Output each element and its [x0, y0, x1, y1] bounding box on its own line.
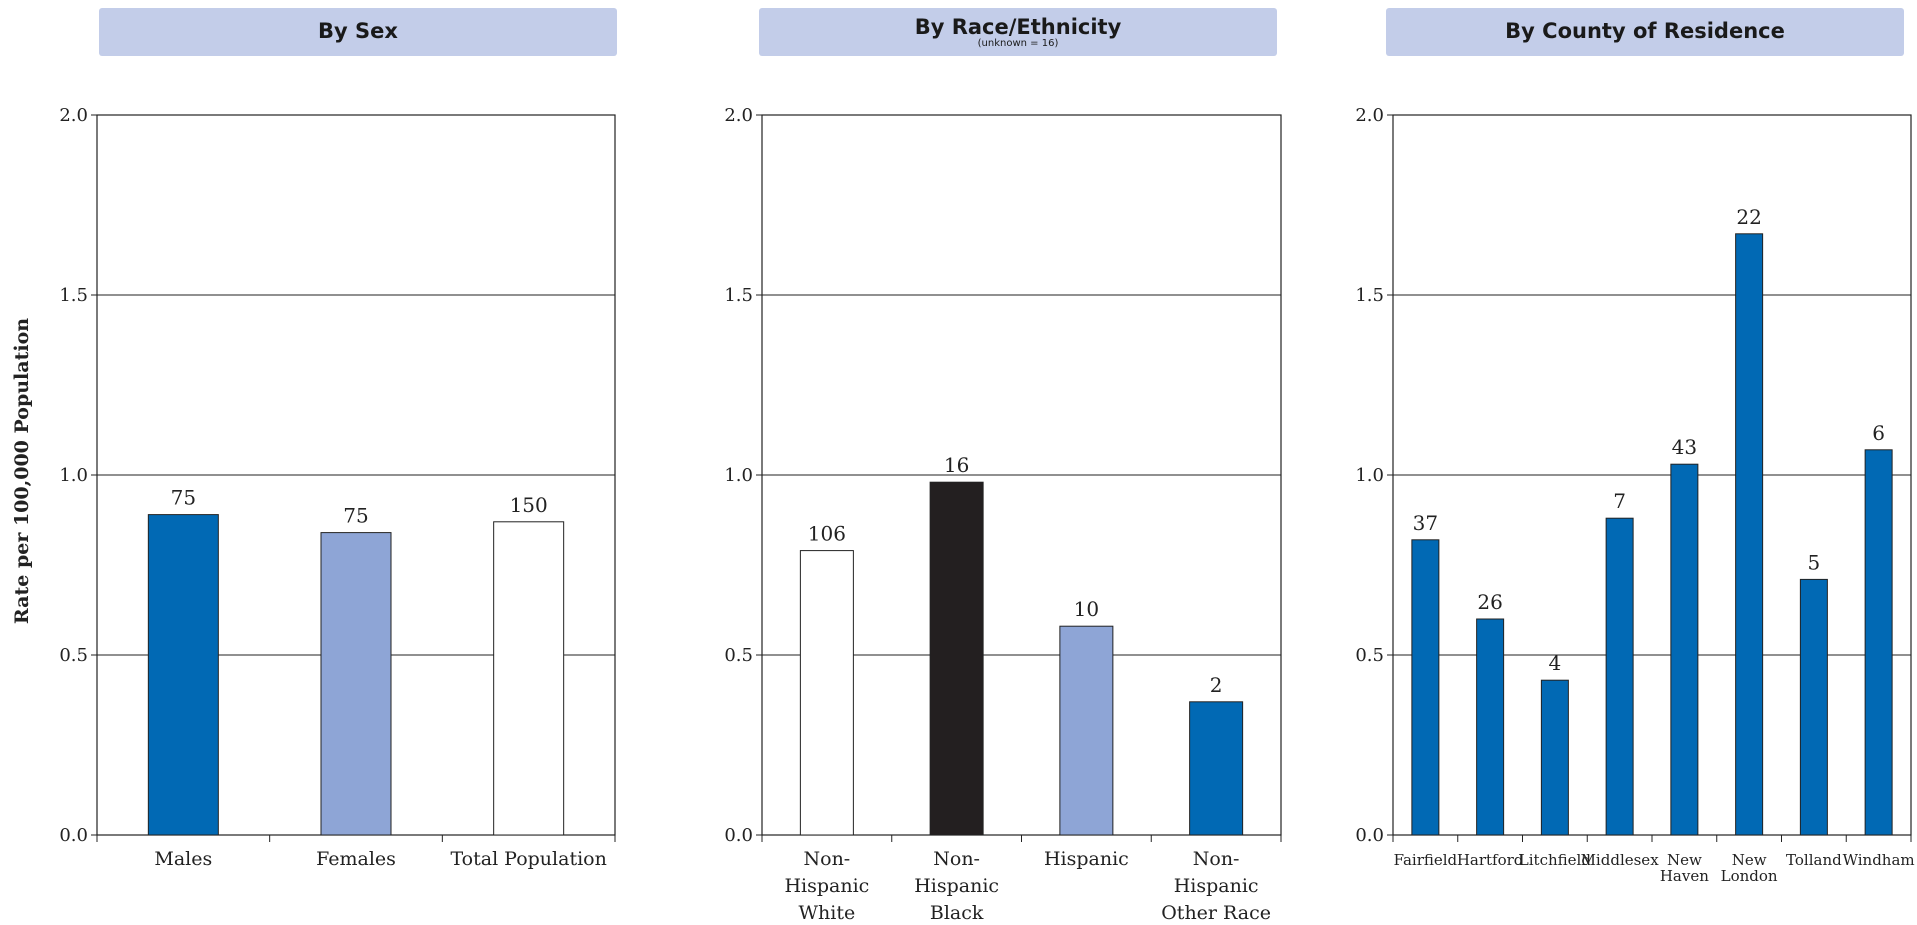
- chart3-title-banner: By County of Residence: [1386, 8, 1904, 56]
- chart2-category-label-line: Hispanic: [914, 875, 999, 897]
- chart2-subtitle: (unknown = 16): [977, 38, 1059, 49]
- chart3-category-label: New London: [1721, 851, 1778, 885]
- chart2-category-label-line: Non-: [933, 848, 980, 870]
- chart3-category-label-line: Litchfield: [1519, 851, 1592, 869]
- chart3-category-label-line: Windham: [1843, 851, 1915, 869]
- chart2-ytick-label: 1.5: [724, 285, 753, 306]
- chart1-category-label: Total Population: [450, 848, 606, 870]
- chart2-category-label-line: Non-: [1193, 848, 1240, 870]
- chart3-category-label-line: Tolland: [1786, 851, 1842, 869]
- chart2-bar: [1059, 625, 1114, 836]
- chart1-category-label: Males: [154, 848, 212, 870]
- chart2-category-label-line: Other Race: [1161, 902, 1271, 924]
- chart2-category-label-line: Black: [930, 902, 984, 924]
- chart3-category-label: Hartford: [1457, 851, 1524, 869]
- chart2-category-label: Hispanic: [1044, 848, 1129, 870]
- chart3-bar: [1864, 449, 1893, 836]
- chart3-category-label: Middlesex: [1581, 851, 1660, 869]
- chart3-bar: [1540, 679, 1569, 836]
- chart2-ytick-label: 0.5: [724, 645, 753, 666]
- chart3-bar: [1411, 539, 1440, 836]
- chart3-bar: [1605, 517, 1634, 836]
- chart3-data-label: 7: [1613, 489, 1626, 513]
- chart1-ytick-label: 0.0: [59, 825, 88, 846]
- chart2-data-label: 2: [1210, 673, 1223, 697]
- chart1-category-label-line: Females: [316, 848, 396, 870]
- chart3-bar: [1670, 463, 1699, 836]
- chart1-data-label: 75: [171, 486, 196, 510]
- chart2-category-label-line: Hispanic: [1044, 848, 1129, 870]
- chart2-ytick-label: 0.0: [724, 825, 753, 846]
- chart2-bar: [1189, 701, 1244, 836]
- chart2-data-label: 106: [808, 522, 846, 546]
- chart1-bar: [320, 532, 392, 836]
- chart3-bar: [1476, 618, 1505, 836]
- chart3-category-label-line: Middlesex: [1581, 851, 1660, 869]
- chart3-category-label: Fairfield: [1394, 851, 1458, 869]
- chart2-ytick-label: 1.0: [724, 465, 753, 486]
- chart2-category-label-line: White: [799, 902, 856, 924]
- chart3-category-label: New Haven: [1660, 851, 1709, 885]
- chart2-category-label: Non- Hispanic Black: [914, 848, 999, 924]
- chart1-data-label: 75: [343, 504, 368, 528]
- chart1-bar: [493, 521, 565, 836]
- chart3-data-label: 4: [1549, 651, 1562, 675]
- chart3-data-label: 22: [1736, 205, 1761, 229]
- chart3-data-label: 43: [1672, 435, 1697, 459]
- chart3-data-label: 5: [1808, 550, 1821, 574]
- chart3-ytick-label: 2.0: [1355, 105, 1384, 126]
- chart1-ytick-label: 1.5: [59, 285, 88, 306]
- chart2-ytick-label: 2.0: [724, 105, 753, 126]
- chart3-ytick-label: 1.0: [1355, 465, 1384, 486]
- chart2-category-label-line: Hispanic: [1174, 875, 1259, 897]
- chart2-bar: [799, 550, 854, 836]
- chart1-ytick-label: 1.0: [59, 465, 88, 486]
- chart1-ytick-label: 0.5: [59, 645, 88, 666]
- chart2-category-label-line: Non-: [804, 848, 851, 870]
- chart2-category-label: Non- Hispanic Other Race: [1161, 848, 1271, 924]
- chart3-ytick-label: 0.5: [1355, 645, 1384, 666]
- chart1-category-label-line: Males: [154, 848, 212, 870]
- chart2-title-banner: By Race/Ethnicity (unknown = 16): [759, 8, 1277, 56]
- chart2-category-label-line: Hispanic: [784, 875, 869, 897]
- chart1-category-label-line: Total Population: [450, 848, 606, 870]
- chart3-category-label-line: New: [1732, 851, 1767, 869]
- chart3-category-label: Windham: [1843, 851, 1915, 869]
- chart1-title: By Sex: [318, 19, 398, 43]
- chart2-data-label: 10: [1074, 597, 1099, 621]
- chart3-data-label: 37: [1413, 511, 1438, 535]
- chart3-category-label: Tolland: [1786, 851, 1842, 869]
- chart3-bar: [1799, 578, 1828, 836]
- chart3-category-label-line: New: [1667, 851, 1702, 869]
- chart1-data-label: 150: [510, 493, 548, 517]
- chart2-category-label: Non- Hispanic White: [784, 848, 869, 924]
- chart1-bar: [147, 514, 219, 836]
- chart3-bar: [1735, 233, 1764, 836]
- chart3-category-label-line: Hartford: [1457, 851, 1524, 869]
- chart2-bar: [929, 481, 984, 836]
- chart3-data-label: 6: [1872, 421, 1885, 445]
- chart3-category-label: Litchfield: [1519, 851, 1592, 869]
- chart1-category-label: Females: [316, 848, 396, 870]
- chart2-title: By Race/Ethnicity: [914, 15, 1122, 39]
- chart1-title-banner: By Sex: [99, 8, 617, 56]
- chart3-title: By County of Residence: [1505, 19, 1785, 43]
- chart3-ytick-label: 0.0: [1355, 825, 1384, 846]
- chart2-data-label: 16: [944, 453, 969, 477]
- chart1-ytick-label: 2.0: [59, 105, 88, 126]
- chart3-category-label-line: Haven: [1660, 867, 1709, 885]
- chart3-data-label: 26: [1477, 590, 1502, 614]
- chart3-category-label-line: Fairfield: [1394, 851, 1458, 869]
- chart3-ytick-label: 1.5: [1355, 285, 1384, 306]
- chart3-category-label-line: London: [1721, 867, 1778, 885]
